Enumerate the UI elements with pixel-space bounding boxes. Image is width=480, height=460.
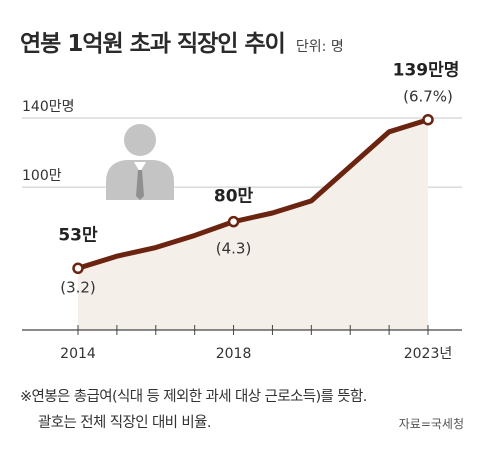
unit-label: 단위: 명 [295,39,344,55]
footnote-line-2: 괄호는 전체 직장인 대비 비율. [38,415,212,431]
markers [72,113,434,275]
chart-header: 연봉 1억원 초과 직장인 추이 단위: 명 [20,24,344,58]
x-tick-label: 2023년 [404,346,453,362]
x-tick-label: 2014 [60,346,96,362]
series-line [75,117,431,271]
data-point-marker [227,215,240,228]
footnote-line-1: ※연봉은 총급여(식대 등 제외한 과세 대상 근로소득)를 뜻함. [20,389,367,405]
value-label: 139만명 [393,61,460,81]
area-fill [78,119,428,331]
value-label: 80만 [214,187,254,207]
data-point-marker [72,262,84,275]
data-point-marker [422,113,434,126]
x-tick-label: 2018 [216,346,252,362]
y-tick-label: 100만 [22,168,62,184]
value-label: 53만 [58,225,98,245]
percent-label: (6.7%) [403,88,453,106]
labels: 100만 140만명 2014 2018 2023년 53만 (3.2) 80만 (4.3) 13… [22,61,459,362]
source-label: 자료=국세청 [398,417,464,431]
percent-label: (4.3) [216,240,252,258]
footnote: ※연봉은 총급여(식대 등 제외한 과세 대상 근로소득)를 뜻함. 괄호는 전… [20,384,367,436]
percent-label: (3.2) [60,278,96,296]
chart-title: 연봉 1억원 초과 직장인 추이 [20,31,286,57]
y-tick-label: 140만명 [22,99,74,115]
person-icon [106,124,174,200]
